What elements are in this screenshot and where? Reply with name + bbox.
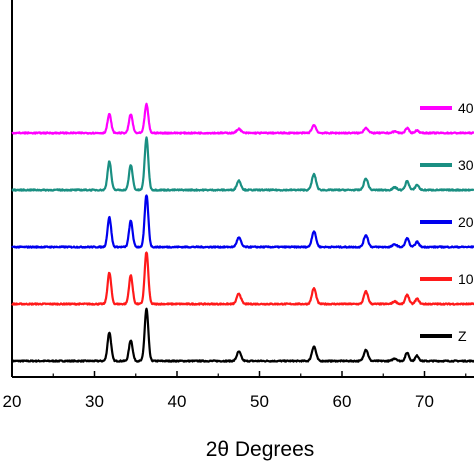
x-axis-title: 2θ Degrees: [206, 438, 315, 461]
x-tick-label: 40: [168, 392, 187, 411]
legend-label: 30Cr-Z: [458, 157, 474, 173]
series-layer: [10, 102, 474, 363]
x-tick-label: 30: [85, 392, 104, 411]
x-tick-label: 60: [333, 392, 352, 411]
series-line: [11, 102, 474, 135]
legend-label: 20Cr-Z: [458, 214, 474, 230]
legend-label: 40Cr-Z: [458, 100, 474, 116]
legend-label: Z: [458, 328, 467, 344]
x-tick-label: 70: [415, 392, 434, 411]
series-line: [11, 136, 474, 192]
x-axis: 20 30 40 50 60 70: [3, 371, 467, 411]
series-line: [11, 251, 474, 306]
plot-frame: [11, 0, 474, 378]
legend-layer: Z 10Cr-Z 20Cr-Z 30Cr-Z 40Cr-Z: [420, 100, 474, 344]
series-line: [11, 194, 474, 249]
x-tick-label: 20: [3, 392, 22, 411]
series-line: [10, 307, 474, 363]
legend-label: 10Cr-Z: [458, 271, 474, 287]
x-tick-label: 50: [250, 392, 269, 411]
